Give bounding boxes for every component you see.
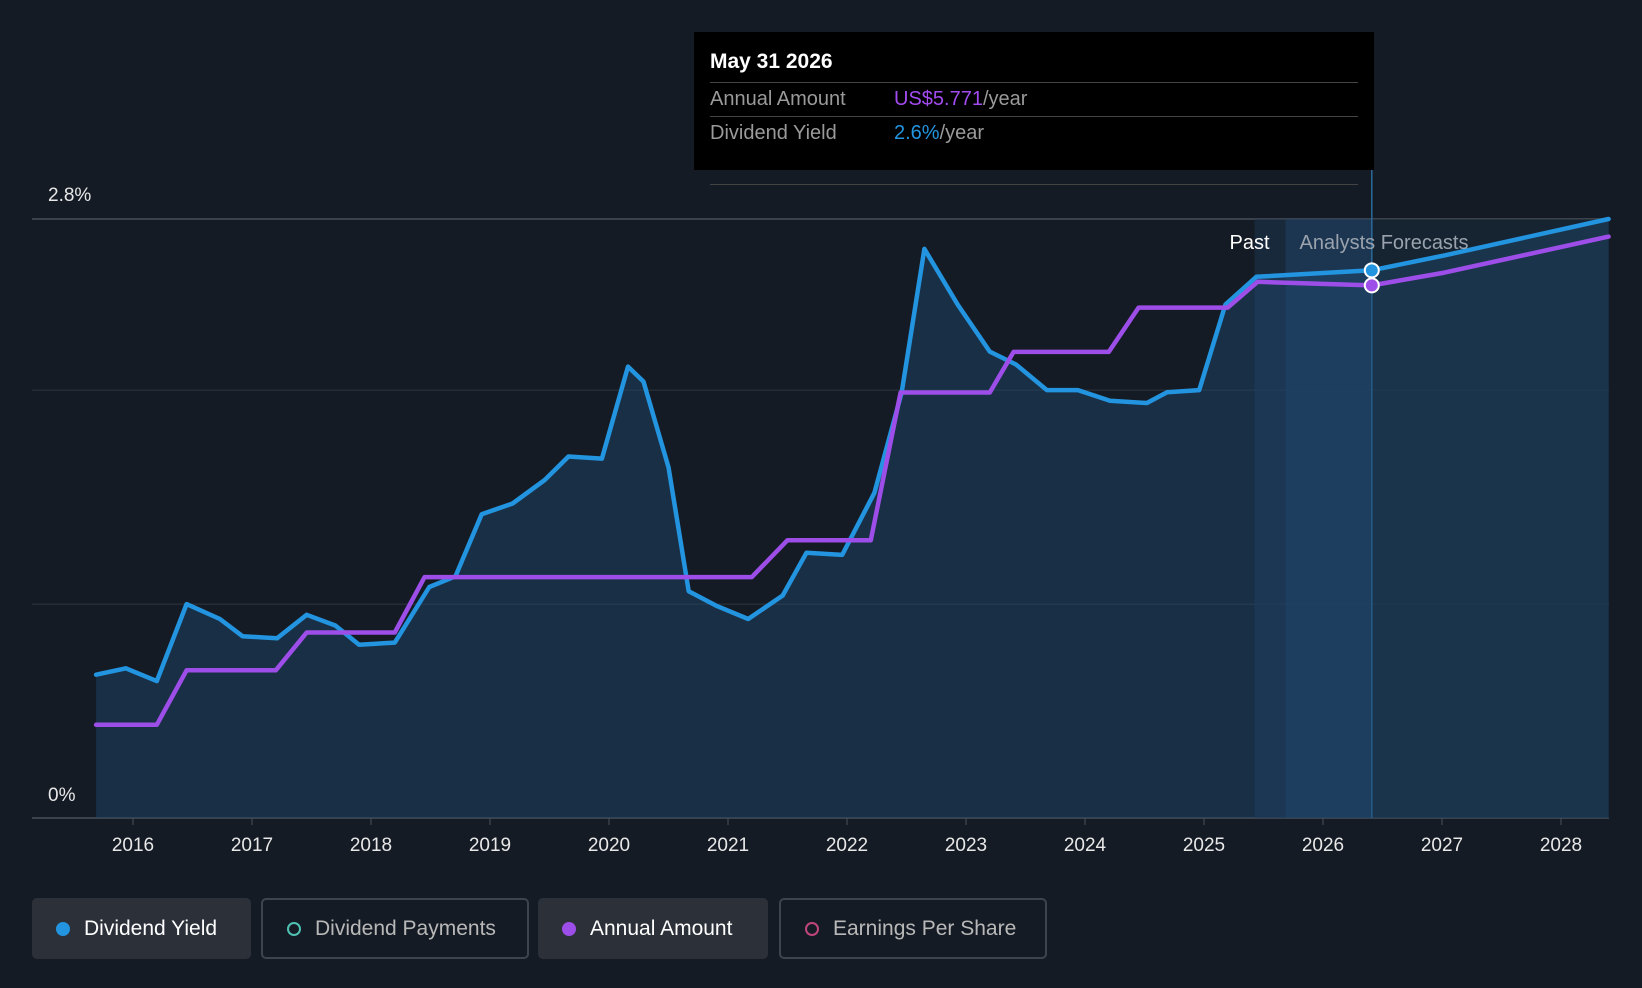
legend-label: Annual Amount	[590, 916, 733, 940]
tooltip-date: May 31 2026	[710, 50, 833, 73]
dividend-yield-line	[93, 216, 1611, 684]
dividend-yield-area	[96, 219, 1609, 818]
x-tick-label: 2021	[707, 835, 749, 856]
past-label: Past	[1230, 232, 1270, 254]
tooltip-value: 2.6%	[894, 122, 940, 144]
dividend-yield-hover-marker	[1363, 262, 1380, 279]
x-tick-label: 2026	[1302, 835, 1344, 856]
x-tick-label: 2017	[231, 835, 273, 856]
x-tick-label: 2018	[350, 835, 392, 856]
x-tick-label: 2023	[945, 835, 987, 856]
filled-dot-icon	[56, 921, 70, 936]
hollow-dot-icon	[805, 921, 819, 936]
tooltip-value: US$5.771	[894, 88, 983, 110]
x-tick-label: 2020	[588, 835, 630, 856]
legend-dividend-yield[interactable]: Dividend Yield	[32, 898, 251, 959]
x-tick-label: 2016	[112, 835, 154, 856]
x-tick-label: 2022	[826, 835, 868, 856]
legend-annual-amount[interactable]: Annual Amount	[538, 898, 768, 959]
legend-label: Dividend Payments	[315, 916, 496, 940]
x-tick-label: 2024	[1064, 835, 1107, 856]
legend-earnings-per-share[interactable]: Earnings Per Share	[779, 898, 1047, 959]
legend-label: Earnings Per Share	[833, 916, 1017, 940]
tooltip-label: Dividend Yield	[710, 122, 837, 144]
x-tick-label: 2019	[469, 835, 511, 856]
y-tick-label: 0%	[48, 785, 76, 806]
hollow-dot-icon	[287, 921, 301, 936]
tooltip-unit: /year	[939, 122, 985, 144]
dividend-chart: 0% 2.8% 2016 2017 2018 2019 2020 2021 2022 2023 20…	[32, 170, 1611, 856]
x-tick-label: 2025	[1183, 835, 1225, 856]
legend-label: Dividend Yield	[84, 916, 218, 940]
annual-amount-hover-marker	[1363, 277, 1380, 294]
tooltip-unit: /year	[982, 88, 1028, 110]
forecast-future-shade	[1371, 219, 1609, 818]
hover-shade	[1285, 219, 1372, 818]
y-tick-label: 2.8%	[48, 185, 91, 206]
tooltip: May 31 2026 Annual Amount US$5.771/year …	[694, 32, 1374, 185]
x-tick-label: 2028	[1540, 835, 1582, 856]
filled-dot-icon	[562, 921, 576, 936]
tooltip-row-annual-amount: Annual Amount US$5.771/year	[710, 82, 1358, 116]
legend-dividend-payments[interactable]: Dividend Payments	[261, 898, 529, 959]
x-tick-label: 2027	[1421, 835, 1463, 856]
tooltip-row-dividend-yield: Dividend Yield 2.6%/year	[710, 116, 1358, 150]
annual-amount-line	[93, 234, 1611, 728]
tooltip-divider	[710, 184, 1358, 185]
tooltip-label: Annual Amount	[710, 88, 846, 110]
forecast-label: Analysts Forecasts	[1300, 232, 1469, 254]
